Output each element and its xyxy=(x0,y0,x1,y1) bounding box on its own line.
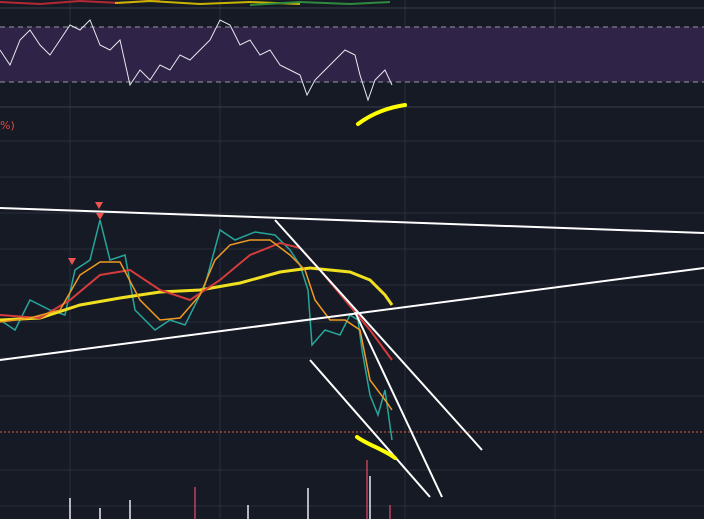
marker xyxy=(68,258,76,265)
trendline xyxy=(274,219,483,451)
highlight xyxy=(356,103,407,126)
volume xyxy=(69,476,371,519)
trendline xyxy=(354,311,443,498)
trendlines xyxy=(0,207,704,498)
top-strip xyxy=(114,0,301,6)
markers xyxy=(68,202,104,265)
indicator-label: %) xyxy=(0,119,15,132)
trendline xyxy=(0,267,704,361)
rsi-line xyxy=(0,19,393,102)
rsi-band xyxy=(0,27,704,82)
trendline xyxy=(309,359,431,498)
highlight xyxy=(355,435,397,460)
volume xyxy=(194,460,391,519)
ma-yellow xyxy=(0,266,394,322)
trendline xyxy=(0,207,704,234)
marker xyxy=(96,213,104,220)
top-strip xyxy=(249,0,391,6)
marker xyxy=(95,202,103,209)
ma-orange xyxy=(0,239,393,411)
price xyxy=(0,219,393,441)
